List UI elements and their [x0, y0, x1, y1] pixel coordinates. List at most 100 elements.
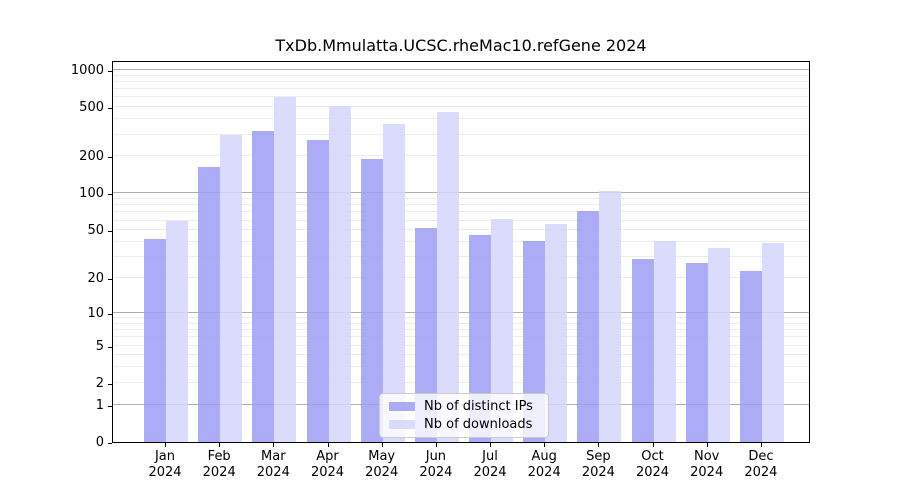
bar-distinct-ips-feb: [198, 166, 221, 442]
x-tick-line: 2024: [744, 465, 778, 480]
x-tick-mark: [327, 443, 329, 447]
x-tick-mark: [544, 443, 546, 447]
legend-entry-downloads: Nb of downloads: [389, 417, 539, 432]
bar-distinct-ips-jul: [469, 234, 491, 442]
x-tick-mark: [490, 443, 491, 447]
y-tick-mark: [108, 443, 112, 444]
y-tick-mark: [108, 157, 112, 159]
x-tick-label-dec: Dec 2024: [731, 449, 791, 481]
bar-distinct-ips-aug: [523, 240, 546, 442]
x-tick-line: Jul: [482, 449, 498, 464]
legend-label-downloads: Nb of downloads: [424, 417, 533, 432]
x-tick-mark: [381, 443, 383, 447]
bar-downloads-apr: [328, 105, 351, 442]
x-tick-line: 2024: [365, 465, 399, 480]
bar-downloads-feb: [220, 134, 243, 442]
y-tick-label: 0: [95, 435, 104, 450]
y-tick-mark: [108, 313, 112, 315]
minor-gridline: [113, 229, 809, 231]
x-tick-label-aug: Aug 2024: [514, 449, 574, 481]
x-tick-mark: [706, 443, 708, 447]
y-tick-mark: [108, 279, 112, 280]
minor-gridline: [113, 106, 809, 108]
x-tick-line: May: [368, 449, 396, 464]
y-tick-label: 500: [79, 100, 104, 116]
x-tick-label-jun: Jun 2024: [406, 449, 466, 481]
x-tick-line: 2024: [690, 465, 724, 480]
minor-gridline: [113, 381, 809, 383]
bar-downloads-sep: [599, 190, 622, 442]
x-tick-mark: [165, 443, 166, 447]
x-tick-label-apr: Apr 2024: [298, 449, 358, 481]
y-tick-mark: [108, 70, 112, 72]
x-tick-label-sep: Sep 2024: [568, 449, 628, 481]
x-tick-line: 2024: [473, 465, 507, 480]
y-tick-mark: [108, 346, 112, 348]
y-tick-label: 5: [95, 338, 104, 354]
x-tick-line: 2024: [527, 465, 561, 480]
bar-distinct-ips-jan: [144, 239, 166, 442]
major-gridline: [113, 68, 809, 70]
x-tick-line: Feb: [207, 449, 231, 464]
x-tick-line: 2024: [419, 465, 453, 480]
bar-distinct-ips-dec: [739, 270, 762, 442]
minor-gridline: [113, 366, 809, 368]
x-tick-label-mar: Mar 2024: [243, 449, 303, 481]
x-tick-label-nov: Nov 2024: [677, 449, 737, 481]
minor-gridline: [113, 96, 809, 98]
bar-distinct-ips-oct: [631, 258, 654, 442]
x-tick-line: 2024: [148, 465, 182, 480]
minor-gridline: [113, 204, 809, 206]
bar-downloads-oct: [653, 240, 676, 442]
bar-distinct-ips-jun: [414, 228, 437, 442]
minor-gridline: [113, 277, 809, 278]
x-tick-line: Jun: [425, 449, 447, 464]
y-tick-mark: [108, 405, 112, 407]
x-tick-mark: [273, 443, 275, 447]
x-tick-line: 2024: [202, 465, 236, 480]
bar-distinct-ips-may: [360, 159, 383, 442]
x-tick-mark: [219, 443, 221, 447]
bar-distinct-ips-mar: [252, 131, 275, 442]
y-tick-mark: [108, 231, 112, 233]
bar-distinct-ips-apr: [306, 140, 329, 442]
bar-downloads-nov: [707, 247, 730, 442]
x-tick-label-oct: Oct 2024: [623, 449, 683, 481]
minor-gridline: [113, 354, 809, 356]
bar-downloads-jun: [436, 111, 459, 442]
x-tick-label-jul: Jul 2024: [460, 449, 520, 481]
bar-downloads-mar: [274, 97, 297, 442]
x-tick-line: Dec: [748, 449, 774, 464]
y-tick-label: 2: [95, 375, 104, 391]
x-tick-line: 2024: [581, 465, 615, 480]
x-tick-line: Nov: [694, 449, 720, 464]
x-tick-label-may: May 2024: [352, 449, 412, 481]
minor-gridline: [113, 211, 809, 213]
minor-gridline: [113, 336, 809, 338]
legend-label-distinct-ips: Nb of distinct IPs: [424, 399, 533, 414]
minor-gridline: [113, 317, 809, 318]
x-tick-line: Aug: [531, 449, 557, 464]
x-tick-label-feb: Feb 2024: [189, 449, 249, 481]
minor-gridline: [113, 133, 809, 135]
minor-gridline: [113, 329, 809, 330]
minor-gridline: [113, 155, 809, 157]
x-tick-mark: [652, 443, 654, 447]
bar-downloads-jan: [166, 220, 188, 442]
x-tick-line: 2024: [256, 465, 290, 480]
major-gridline: [113, 192, 809, 194]
x-tick-label-jan: Jan 2024: [135, 449, 195, 481]
minor-gridline: [113, 80, 809, 82]
minor-gridline: [113, 118, 809, 120]
x-tick-line: 2024: [635, 465, 670, 480]
y-tick-mark: [108, 108, 112, 110]
x-tick-line: Sep: [586, 449, 611, 464]
x-tick-line: 2024: [310, 465, 345, 480]
bar-downloads-jul: [491, 218, 513, 442]
bar-downloads-aug: [545, 224, 568, 442]
x-tick-mark: [760, 443, 762, 447]
major-gridline: [113, 311, 809, 313]
x-tick-line: Apr: [316, 449, 339, 464]
minor-gridline: [113, 198, 809, 199]
